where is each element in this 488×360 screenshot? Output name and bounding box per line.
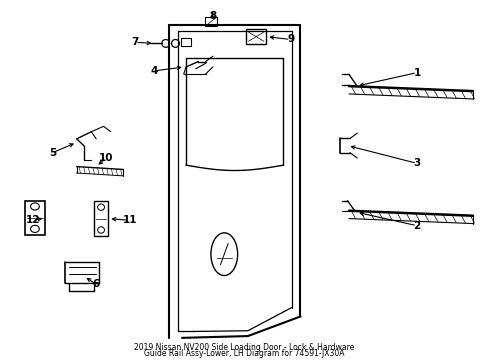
Text: 4: 4 <box>151 66 158 76</box>
Text: 10: 10 <box>99 153 113 163</box>
Text: 1: 1 <box>413 68 420 78</box>
Text: 8: 8 <box>209 11 216 21</box>
Text: 9: 9 <box>286 35 294 45</box>
Text: 3: 3 <box>413 158 420 168</box>
Text: 7: 7 <box>131 37 139 47</box>
Text: Guide Rail Assy-Lower, LH Diagram for 74591-JX30A: Guide Rail Assy-Lower, LH Diagram for 74… <box>144 349 344 358</box>
Text: 5: 5 <box>49 148 56 158</box>
Text: 6: 6 <box>92 279 100 289</box>
Text: 2019 Nissan NV200 Side Loading Door - Lock & Hardware: 2019 Nissan NV200 Side Loading Door - Lo… <box>134 343 354 352</box>
Text: 12: 12 <box>26 215 40 225</box>
Text: 11: 11 <box>123 215 137 225</box>
Text: 2: 2 <box>413 221 420 231</box>
